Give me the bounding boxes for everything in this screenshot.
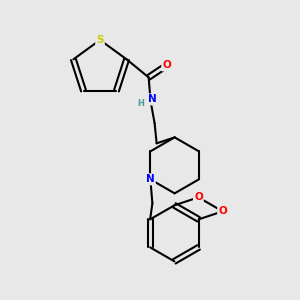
- Text: O: O: [218, 206, 227, 216]
- Text: S: S: [96, 35, 104, 45]
- Text: O: O: [194, 192, 203, 202]
- Text: N: N: [146, 174, 155, 184]
- Text: O: O: [162, 60, 171, 70]
- Text: N: N: [148, 94, 157, 104]
- Text: H: H: [137, 99, 144, 108]
